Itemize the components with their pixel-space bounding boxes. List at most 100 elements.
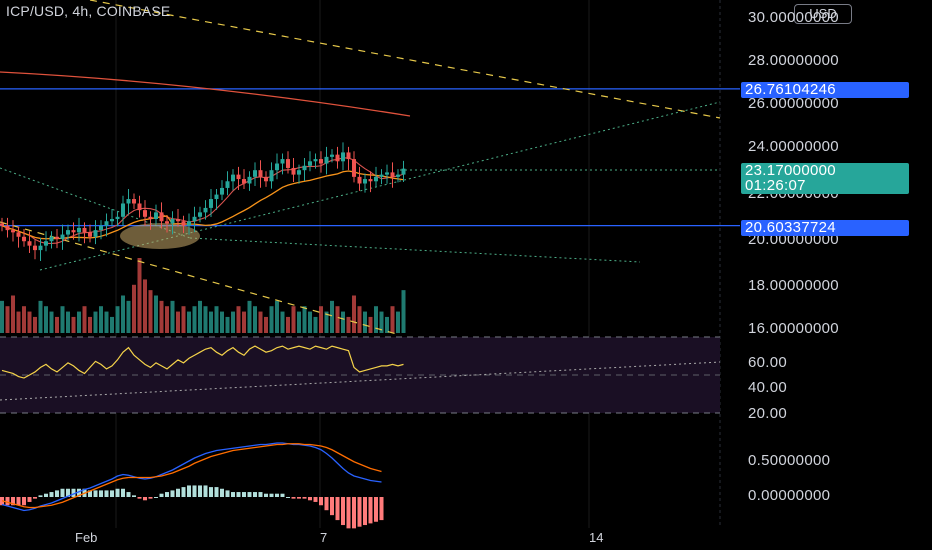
macd-histogram-bar [137, 497, 142, 499]
candle-body [66, 230, 70, 235]
volume-bar [368, 316, 373, 333]
candle-body [258, 170, 263, 177]
candle-body [346, 152, 351, 160]
candle-body [49, 236, 54, 242]
macd-histogram-bar [297, 497, 301, 499]
volume-bar [27, 311, 32, 333]
candle-body [313, 159, 318, 162]
candle-body [181, 221, 186, 226]
price-tick: 18.00000000 [748, 277, 839, 294]
candle-body [110, 219, 114, 222]
macd-histogram-bar [66, 488, 70, 497]
volume-bar [401, 290, 406, 333]
candle-body [275, 163, 279, 171]
volume-bar [198, 300, 202, 333]
macd-histogram-bar [357, 497, 362, 527]
candle-body [242, 179, 246, 184]
macd-histogram-bar [302, 497, 307, 499]
candle-body [27, 241, 32, 246]
candle-body [143, 210, 147, 217]
volume-bar [126, 300, 131, 333]
volume-bar [60, 306, 65, 333]
candle-body [330, 154, 334, 157]
macd-histogram-bar [275, 493, 279, 497]
macd-histogram-bar [148, 497, 153, 499]
candle-body [280, 159, 285, 164]
candle-body [335, 154, 340, 162]
countdown-badge: 01:26:07 [741, 178, 909, 194]
macd-histogram-bar [33, 497, 37, 499]
macd-histogram-bar [55, 490, 59, 497]
candle-body [71, 230, 76, 233]
candle-body [176, 219, 180, 222]
candle-body [104, 221, 109, 226]
macd-histogram-bar [225, 490, 230, 497]
macd-histogram-bar [286, 497, 290, 498]
symbol-title: ICP/USD, 4h, COINBASE [6, 3, 171, 19]
macd-histogram-bar [16, 497, 21, 506]
macd-histogram-bar [379, 497, 384, 521]
volume-bar [324, 311, 329, 333]
descending-trendline [89, 0, 721, 119]
volume-bar [187, 311, 191, 333]
volume-bar [137, 258, 142, 333]
macd-histogram-bar [319, 497, 323, 506]
volume-bar [335, 306, 340, 333]
volume-bar [170, 300, 175, 333]
rsi-trendline [0, 361, 721, 401]
macd-histogram-bar [313, 497, 318, 502]
candle-body [352, 159, 356, 177]
volume-bar [148, 290, 153, 333]
macd-histogram-bar [346, 497, 351, 529]
volume-bar [132, 284, 136, 333]
rsi-band-layer [0, 336, 720, 414]
currency-button[interactable]: USD [794, 4, 852, 24]
candle-body [286, 159, 290, 168]
time-tick: Feb [75, 530, 98, 545]
macd-line [1, 442, 382, 512]
macd-histogram-bar [231, 492, 235, 497]
volume-bar [396, 311, 400, 333]
candle-body [203, 207, 208, 213]
candle-body [209, 199, 213, 208]
macd-histogram-bar [374, 497, 378, 522]
candle-body [38, 245, 43, 251]
current-price-badge: 23.17000000 [741, 163, 909, 179]
candle-body [159, 212, 164, 222]
macd-histogram-bar [159, 493, 164, 497]
macd-histogram-bar [258, 492, 263, 497]
candle-body [88, 232, 92, 237]
volume-bar [390, 306, 395, 333]
volume-bar [44, 306, 48, 333]
volume-bar [286, 316, 290, 333]
candle-body [264, 176, 268, 182]
volume-bar [38, 300, 43, 333]
macd-histogram-bar [220, 488, 224, 497]
volume-bar [269, 306, 274, 333]
candle-body [374, 176, 378, 182]
candle-body [22, 236, 26, 242]
candle-body [77, 227, 81, 233]
mid-moving-average [1, 170, 404, 240]
candle-body [269, 170, 274, 182]
volume-bar [242, 311, 246, 333]
volume-bar [247, 300, 252, 333]
volume-bar [258, 311, 263, 333]
green-trendline-left [0, 167, 191, 239]
candle-body [231, 174, 235, 182]
macd-histogram-bar [214, 487, 219, 497]
volume-bar [22, 306, 26, 333]
macd-histogram-bar [264, 493, 268, 497]
volume-bar [192, 306, 197, 333]
signal-line [1, 443, 382, 509]
candle-body [165, 221, 169, 224]
volume-bar [104, 311, 109, 333]
upper-level-badge: 26.76104246 [741, 82, 909, 98]
macd-histogram-bar [247, 492, 252, 497]
macd-histogram-bar [170, 490, 175, 497]
volume-bar [236, 306, 241, 333]
volume-bar [203, 306, 208, 333]
candle-body [55, 236, 59, 239]
macd-histogram-bar [335, 497, 340, 521]
